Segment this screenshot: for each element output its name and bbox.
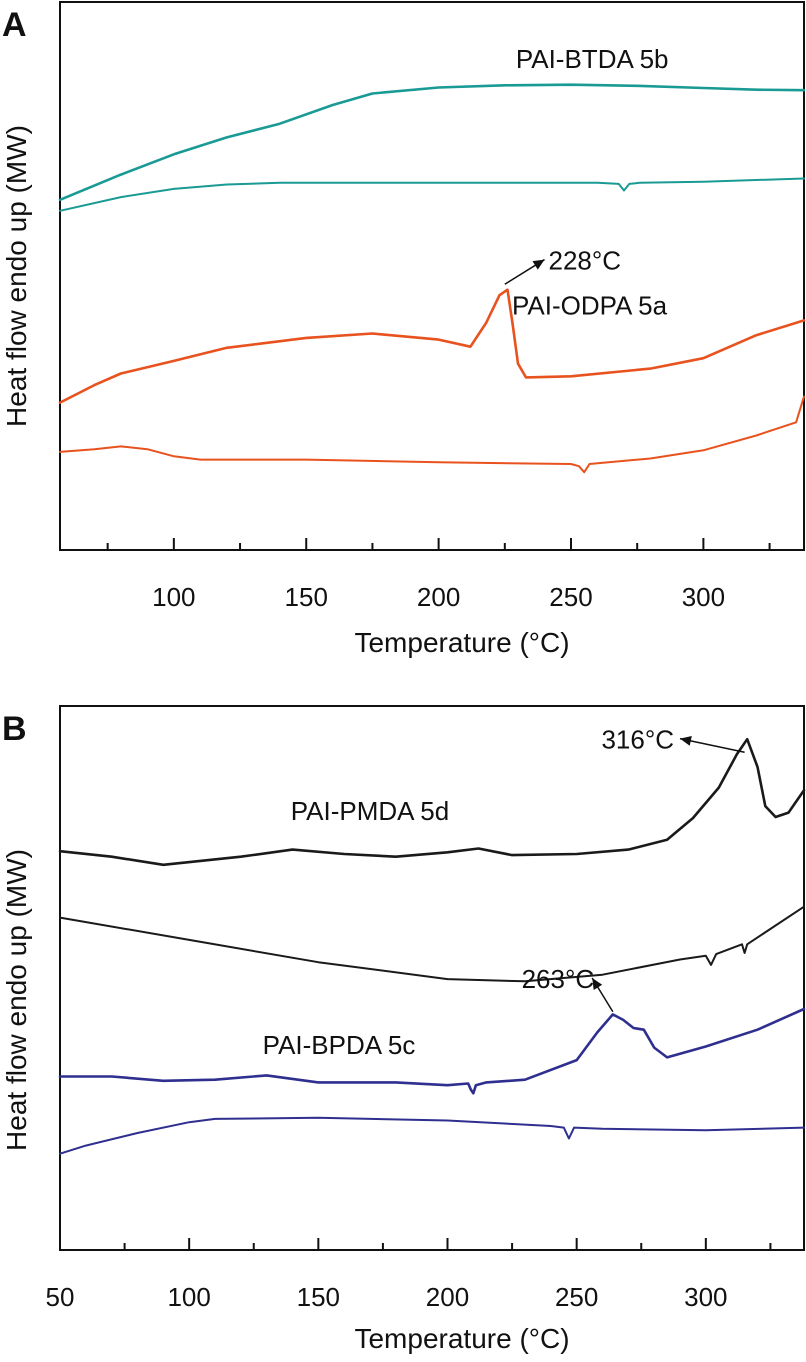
series-line-2: [59, 177, 805, 212]
series-line-4: [59, 1116, 805, 1155]
annotation-arrow-head: [532, 259, 545, 270]
x-tick-label: 100: [167, 1282, 210, 1312]
series-label: PAI-ODPA 5a: [512, 290, 668, 320]
x-tick-label: 50: [46, 1282, 75, 1312]
panel-a: A 100 150 200 250 300 Temperature (°C) Heat flo…: [1, 1, 806, 658]
series-label: PAI-BPDA 5c: [263, 1030, 416, 1060]
y-axis-title: Heat flow endo up (MW): [1, 849, 32, 1151]
annotation-label: 263°C: [522, 964, 595, 994]
annotation-arrow-head: [592, 978, 603, 990]
x-axis-title: Temperature (°C): [354, 1323, 569, 1354]
x-tick-label: 150: [285, 582, 328, 612]
series-line-4: [59, 395, 805, 474]
series-line-3: [58, 1007, 806, 1095]
annotation-label: 228°C: [549, 246, 622, 276]
annotation-arrow-head: [680, 736, 692, 746]
x-tick-label: 300: [684, 1282, 727, 1312]
plot-frame: [59, 705, 805, 1251]
series-line-1: [58, 83, 806, 202]
x-tick-label: 200: [426, 1282, 469, 1312]
annotation-label: 316°C: [601, 725, 674, 755]
x-tick-label: 250: [549, 582, 592, 612]
x-tick-label: 100: [152, 582, 195, 612]
plot-frame: [59, 1, 805, 551]
panel-b: B 50 100 150 200 250 300 Temperature (°C) Heat f…: [1, 705, 806, 1354]
series-line-1: [58, 737, 806, 867]
x-tick-label: 300: [682, 582, 725, 612]
y-axis-title: Heat flow endo up (MW): [1, 125, 32, 427]
x-tick-label: 150: [297, 1282, 340, 1312]
x-tick-label: 200: [417, 582, 460, 612]
series-label: PAI-PMDA 5d: [291, 796, 449, 826]
annotation-arrow-line: [679, 737, 745, 753]
panel-letter: B: [2, 710, 27, 748]
x-tick-label: 250: [555, 1282, 598, 1312]
series-line-3: [58, 288, 806, 404]
x-axis-title: Temperature (°C): [354, 627, 569, 658]
panel-letter: A: [2, 6, 27, 44]
series-line-2: [59, 905, 805, 983]
series-label: PAI-BTDA 5b: [516, 44, 669, 74]
